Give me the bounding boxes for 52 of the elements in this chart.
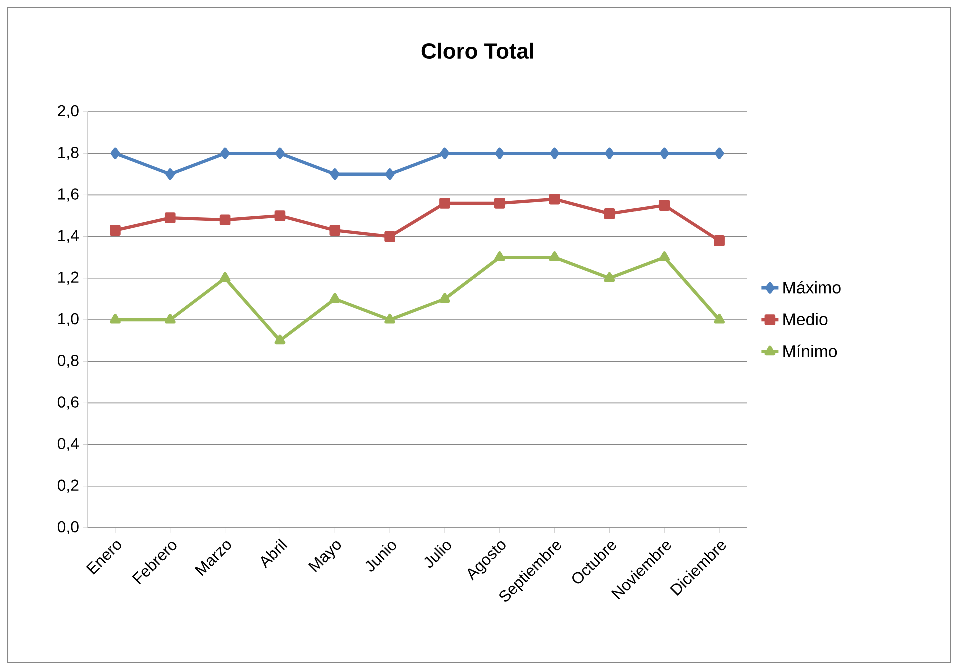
point [604,148,614,160]
point [714,236,725,246]
point [494,198,506,209]
point [604,272,616,282]
point [604,208,616,220]
y-tick-label: 0,4 [58,438,80,452]
point [440,198,450,209]
point [220,272,231,282]
point [549,252,560,262]
point [660,148,670,160]
y-tick-label: 0,6 [58,396,79,410]
y-tick-label: 0,0 [58,521,79,535]
point [385,168,395,180]
point [659,252,670,262]
point [495,148,505,160]
y-tick-label: 0,2 [58,480,79,493]
point [274,210,286,222]
point [164,212,176,224]
y-tick-label: 2,0 [58,105,79,119]
point [549,194,560,205]
point [659,200,670,211]
chart-title: Cloro Total [422,42,534,60]
x-tick-label: Julio [424,542,452,568]
point [384,231,396,242]
point [274,334,286,345]
point [220,148,230,160]
point [110,148,120,160]
point [110,225,121,236]
point [330,168,340,180]
point [166,168,176,180]
point [384,314,396,324]
point [164,314,176,324]
y-tick-label: 1,8 [58,147,79,160]
point [275,148,285,160]
point [110,314,121,324]
point [440,148,450,160]
point [330,225,341,236]
point [440,293,450,303]
point [330,293,341,303]
legend-label: Medio [784,313,828,326]
point [220,214,231,226]
y-tick-label: 1,4 [58,230,80,244]
y-tick-label: 1,6 [58,188,79,202]
legend-label: Mínimo [784,344,838,358]
y-tick-label: 1,2 [58,272,79,285]
y-tick-label: 1,0 [58,313,79,327]
y-tick-label: 0,8 [58,355,79,368]
point [550,148,560,160]
point [714,314,725,324]
point [494,252,506,262]
point [714,148,724,160]
legend-label: Máximo [784,281,841,294]
